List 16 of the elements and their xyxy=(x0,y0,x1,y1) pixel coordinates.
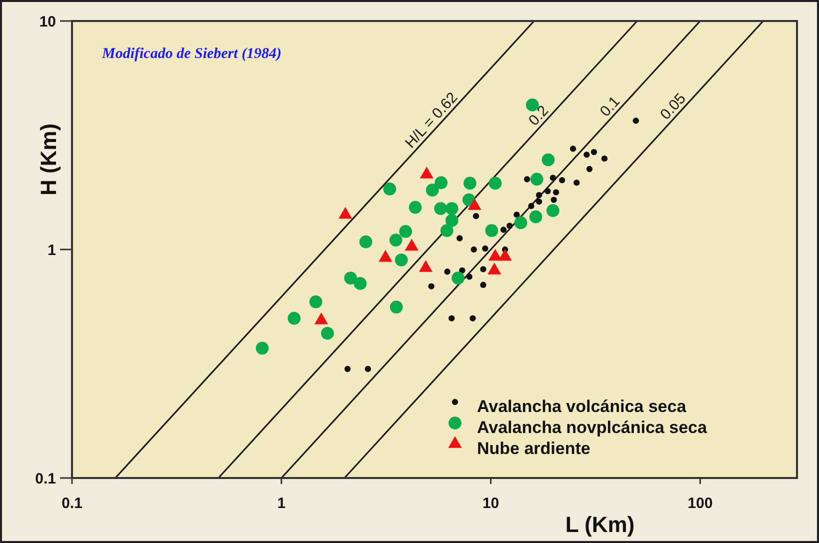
y-axis-title: H (Km) xyxy=(36,123,61,196)
annotation: Modificado de Siebert (1984) xyxy=(101,46,282,62)
legend-label: Avalancha novplcánica seca xyxy=(477,418,708,437)
legend-label: Nube ardiente xyxy=(477,439,590,458)
text: 0.1 xyxy=(596,93,624,120)
y-tick-label: 1 xyxy=(48,242,56,259)
text: 0.2 xyxy=(525,102,552,130)
x-tick-label: 100 xyxy=(688,495,713,512)
x-tick-label: 1 xyxy=(277,495,286,512)
y-tick-label: 0.1 xyxy=(35,470,56,488)
x-axis-title: L (Km) xyxy=(565,512,635,537)
x-tick-label: 0.1 xyxy=(62,495,82,512)
legend-label: Avalancha volcánica seca xyxy=(477,397,687,416)
x-tick-label: 10 xyxy=(482,495,500,512)
y-tick-label: 10 xyxy=(39,13,56,30)
text: H/L = 0.62 xyxy=(402,89,462,152)
